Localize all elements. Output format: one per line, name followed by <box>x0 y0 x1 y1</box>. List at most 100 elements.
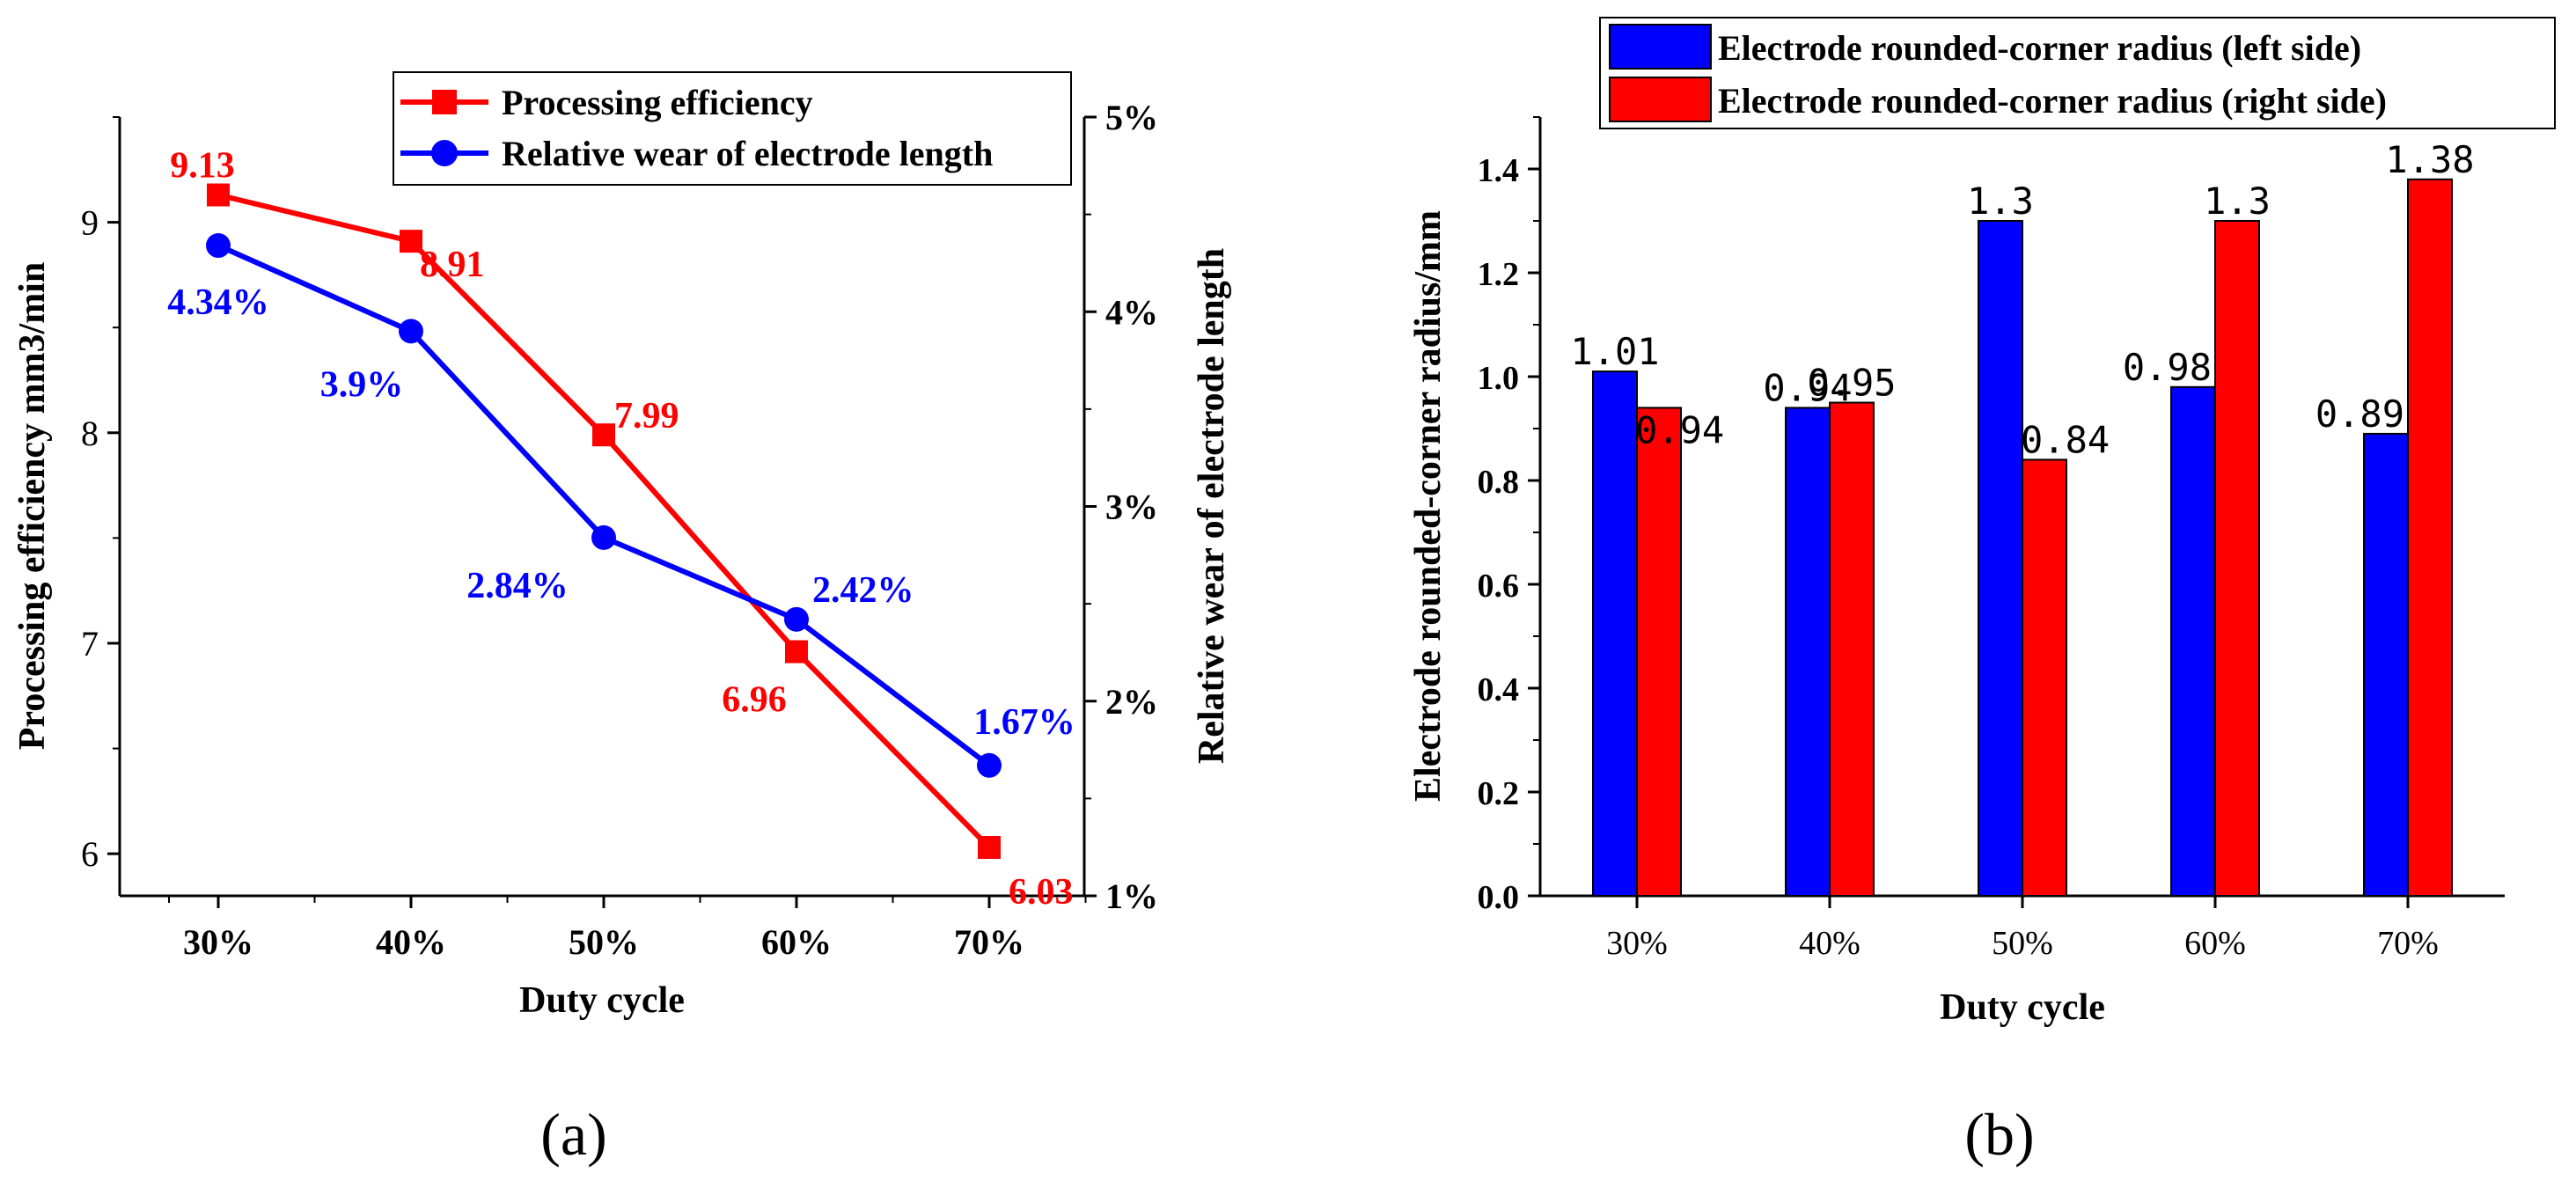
panel-b-bar-electrode-rounded-corner-radius-right-side-50 <box>2022 458 2067 898</box>
panel-a-point-relative-wear-of-electrode-length-0 <box>206 233 231 259</box>
panel-b-data-label-electrode-rounded-corner-radius-left-side-50: 1.3 <box>1967 180 2034 223</box>
panel-a-point-relative-wear-of-electrode-length-4 <box>977 752 1002 778</box>
panel-b-bar-electrode-rounded-corner-radius-right-side-70 <box>2407 178 2453 898</box>
panel-a-left-tick-label: 9 <box>81 203 99 243</box>
panel-a-point-relative-wear-of-electrode-length-2 <box>591 524 616 550</box>
panel-b-y-axis-title: Electrode rounded-corner radius/mm <box>1408 210 1449 802</box>
panel-a-data-label-relative-wear-of-electrode-length-0: 4.34% <box>167 282 269 323</box>
panel-a-data-label-relative-wear-of-electrode-length-1: 3.9% <box>320 364 404 405</box>
panel-b-y-tick-label: 0.4 <box>1478 671 1520 708</box>
panel-a-legend: Processing efficiency Relative wear of e… <box>393 71 1072 186</box>
panel-a-x-tick-label-50: 50% <box>569 922 639 962</box>
panel-a-data-label-processing-efficiency-3: 6.96 <box>722 680 787 721</box>
panel-b-data-label-electrode-rounded-corner-radius-left-side-70: 0.89 <box>2315 392 2404 436</box>
panel-a-point-processing-efficiency-0 <box>207 183 230 207</box>
panel-a-point-processing-efficiency-4 <box>978 835 1001 859</box>
panel-b-y-tick-label: 0.6 <box>1478 568 1520 605</box>
panel-b-caption: (b) <box>1964 1101 2034 1168</box>
panel-a-data-labels: 9.13 8.91 7.99 6.96 6.03 4.34% 3.9% 2.84% 2.42% 1… <box>167 146 1075 913</box>
panel-a-x-tick-label-40: 40% <box>376 922 446 962</box>
panel-b-x-tick-label-30: 30% <box>1606 925 1668 962</box>
panel-a-right-tick-label: 2% <box>1105 682 1158 722</box>
panel-a-data-label-processing-efficiency-4: 6.03 <box>1009 872 1074 913</box>
panel-a-data-label-relative-wear-of-electrode-length-2: 2.84% <box>466 566 569 606</box>
panel-b-x-tick-label-70: 70% <box>2377 925 2439 962</box>
panel-a-left-tick-label: 8 <box>81 414 99 453</box>
panel-a-left-axis-title: Processing efficiency mm3/min <box>12 262 53 750</box>
panel-b-x-axis-title: Duty cycle <box>1940 987 2105 1028</box>
panel-b-data-label-electrode-rounded-corner-radius-right-side-40: 0.95 <box>1807 362 1896 405</box>
panel-a-left-ticks: 6 7 8 9 <box>81 116 120 874</box>
panel-a-caption: (a) <box>540 1101 606 1168</box>
panel-b-y-tick-label: 1.4 <box>1478 152 1520 189</box>
panel-b-data-label-electrode-rounded-corner-radius-left-side-60: 0.98 <box>2123 346 2212 389</box>
panel-a-point-processing-efficiency-2 <box>592 423 615 447</box>
panel-b-y-tick-label: 1.2 <box>1478 256 1520 293</box>
panel-a-right-axis-title: Relative wear of electrode length <box>1192 248 1232 764</box>
panel-b-data-label-electrode-rounded-corner-radius-left-side-30: 1.01 <box>1570 330 1659 373</box>
panel-a-right-tick-label: 4% <box>1105 292 1158 332</box>
panel-b-data-label-electrode-rounded-corner-radius-right-side-50: 0.84 <box>2021 418 2110 461</box>
panel-b-x-ticks: 30% 40% 50% 60% 70% <box>1606 896 2439 962</box>
panel-a-x-tick-label-70: 70% <box>954 922 1024 962</box>
panel-a-line-chart: 30% 40% 50% 60% 70% 6 7 8 9 1% 2% 3% 4% 5% 9.13 8.91… <box>12 71 1232 1168</box>
panel-a-point-processing-efficiency-1 <box>400 230 422 253</box>
panel-b-data-label-electrode-rounded-corner-radius-left-side-40: 0.94 <box>1763 366 1852 409</box>
panel-b-bar-electrode-rounded-corner-radius-left-side-70 <box>2363 432 2409 897</box>
panel-a-x-tick-label-30: 30% <box>183 922 253 962</box>
panel-b-data-label-electrode-rounded-corner-radius-right-side-70: 1.38 <box>2385 138 2474 181</box>
legend-swatch-left-side <box>1609 24 1712 70</box>
panel-b-bar-chart: 0.0 0.2 0.4 0.6 0.8 1.0 1.2 1.4 30% 40% 50% 60% 70%… <box>1408 17 2556 1168</box>
panel-b-x-tick-label-50: 50% <box>1992 925 2053 962</box>
panel-a-data-label-processing-efficiency-1: 8.91 <box>420 245 485 285</box>
panel-a-legend-box <box>393 71 1072 186</box>
panel-a-right-tick-label: 5% <box>1105 98 1158 137</box>
panel-a-x-ticks: 30% 40% 50% 60% 70% <box>168 896 1087 962</box>
panel-b-data-label-electrode-rounded-corner-radius-right-side-30: 0.94 <box>1635 408 1724 451</box>
legend-label-processing-efficiency: Processing efficiency <box>502 83 813 122</box>
panel-a-right-tick-label: 1% <box>1105 876 1158 916</box>
panel-b-y-tick-label: 0.0 <box>1478 879 1520 916</box>
panel-b-bar-electrode-rounded-corner-radius-left-side-40 <box>1785 407 1831 897</box>
panel-a-right-ticks: 1% 2% 3% 4% 5% <box>1084 98 1158 916</box>
panel-b-bar-electrode-rounded-corner-radius-left-side-50 <box>1978 220 2023 897</box>
panel-b-legend: Electrode rounded-corner radius (left si… <box>1599 17 2556 129</box>
panel-a-data-label-relative-wear-of-electrode-length-3: 2.42% <box>812 570 914 611</box>
panel-a-point-processing-efficiency-3 <box>785 640 808 664</box>
panel-a-right-tick-label: 3% <box>1105 488 1158 527</box>
panel-a-data-label-processing-efficiency-0: 9.13 <box>170 146 235 187</box>
panel-a-x-axis-title: Duty cycle <box>519 980 685 1021</box>
panel-b-x-tick-label-40: 40% <box>1799 925 1860 962</box>
panel-a-left-tick-label: 6 <box>81 834 99 874</box>
panel-b-bar-electrode-rounded-corner-radius-right-side-40 <box>1829 401 1875 897</box>
panel-b-data-label-electrode-rounded-corner-radius-right-side-60: 1.3 <box>2204 180 2271 223</box>
legend-swatch-right-side <box>1609 77 1712 122</box>
panel-b-bar-electrode-rounded-corner-radius-left-side-60 <box>2170 385 2216 897</box>
panel-a-data-label-relative-wear-of-electrode-length-4: 1.67% <box>973 702 1075 743</box>
panel-b-y-tick-label: 0.2 <box>1478 775 1520 812</box>
legend-square-marker <box>432 90 457 114</box>
panel-a-point-relative-wear-of-electrode-length-3 <box>784 606 809 632</box>
panel-b-bars <box>1592 178 2453 898</box>
legend-label-relative-wear: Relative wear of electrode length <box>502 134 993 173</box>
panel-a-markers <box>206 183 1002 859</box>
legend-label-left-side: Electrode rounded-corner radius (left si… <box>1718 28 2361 68</box>
panel-b-bar-electrode-rounded-corner-radius-right-side-30 <box>1636 407 1682 897</box>
panel-a-point-relative-wear-of-electrode-length-1 <box>399 319 423 344</box>
panel-b-legend-box <box>1599 17 2556 129</box>
panel-a-left-tick-label: 7 <box>81 624 99 664</box>
legend-label-right-side: Electrode rounded-corner radius (right s… <box>1718 81 2387 121</box>
panel-a-x-tick-label-60: 60% <box>761 922 832 962</box>
panel-b-bar-electrode-rounded-corner-radius-left-side-30 <box>1592 370 1638 898</box>
legend-circle-marker <box>431 140 458 166</box>
panel-b-data-labels: 1.010.941.30.980.890.940.950.841.31.38 <box>1570 138 2474 462</box>
panel-b-x-tick-label-60: 60% <box>2184 925 2246 962</box>
panel-b-y-ticks: 0.0 0.2 0.4 0.6 0.8 1.0 1.2 1.4 <box>1478 116 1540 916</box>
panel-b-bar-electrode-rounded-corner-radius-right-side-60 <box>2214 220 2260 897</box>
panel-a-data-label-processing-efficiency-2: 7.99 <box>614 396 679 436</box>
panel-b-y-tick-label: 0.8 <box>1478 464 1520 501</box>
panel-b-y-tick-label: 1.0 <box>1478 360 1520 397</box>
